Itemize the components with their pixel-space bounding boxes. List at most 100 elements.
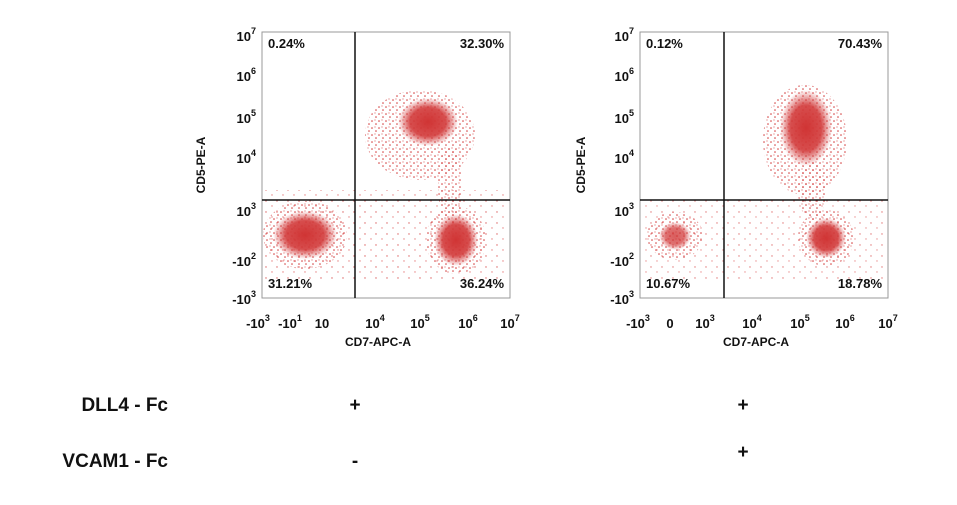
condition-label: DLL4 - Fc: [81, 395, 168, 416]
plot-frame: [639, 31, 889, 299]
quadrant-percent: 32.30%: [460, 36, 505, 51]
tick-label: -103: [232, 289, 256, 307]
tick-base: 10: [615, 111, 629, 126]
tick-exponent: 3: [251, 201, 256, 211]
tick-exponent: 4: [251, 148, 256, 158]
scatter-cloud: [645, 85, 885, 280]
tick-base: 10: [365, 316, 379, 331]
tick-base: 10: [878, 316, 892, 331]
tick-label: 0: [666, 316, 673, 331]
tick-label: 106: [458, 313, 477, 331]
tick-label: -101: [278, 313, 302, 331]
tick-base: 10: [500, 316, 514, 331]
tick-base: 10: [742, 316, 756, 331]
tick-exponent: 3: [629, 201, 634, 211]
plot-frame: [261, 31, 511, 299]
tick-base: 0: [666, 316, 673, 331]
y-axis-label: CD5-PE-A: [574, 136, 588, 193]
tick-exponent: 3: [251, 289, 256, 299]
tick-exponent: 6: [629, 66, 634, 76]
quadrant-percent: 18.78%: [838, 276, 883, 291]
tick-base: 10: [615, 204, 629, 219]
quadrant-percent: 0.24%: [268, 36, 305, 51]
tick-label: 104: [237, 148, 256, 166]
tick-base: 10: [835, 316, 849, 331]
condition-value: +: [737, 395, 748, 416]
tick-base: 10: [695, 316, 709, 331]
tick-base: -10: [610, 292, 629, 307]
tick-label: -103: [246, 313, 270, 331]
tick-base: 10: [615, 69, 629, 84]
tick-exponent: 2: [629, 251, 634, 261]
tick-exponent: 3: [710, 313, 715, 323]
tick-exponent: 5: [629, 108, 634, 118]
tick-label: 10: [315, 316, 329, 331]
condition-value: +: [349, 395, 360, 416]
quadrant-percent: 31.21%: [268, 276, 313, 291]
tick-exponent: 6: [850, 313, 855, 323]
tick-exponent: 3: [645, 313, 650, 323]
tick-label: 103: [695, 313, 714, 331]
tick-exponent: 7: [629, 26, 634, 36]
tick-base: -10: [278, 316, 297, 331]
x-axis-label: CD7-APC-A: [345, 335, 411, 349]
tick-exponent: 7: [515, 313, 520, 323]
tick-exponent: 4: [757, 313, 762, 323]
conditions: DLL4 - Fc VCAM1 - Fc + + - +: [62, 395, 748, 472]
tick-base: 10: [315, 316, 329, 331]
tick-exponent: 6: [473, 313, 478, 323]
tick-label: 104: [365, 313, 384, 331]
tick-exponent: 7: [893, 313, 898, 323]
tick-base: 10: [458, 316, 472, 331]
tick-exponent: 1: [297, 313, 302, 323]
tick-label: 104: [742, 313, 761, 331]
tick-base: 10: [237, 151, 251, 166]
tick-label: 107: [237, 26, 256, 44]
tick-base: 10: [237, 111, 251, 126]
tick-base: 10: [237, 69, 251, 84]
tick-label: 107: [615, 26, 634, 44]
tick-exponent: 6: [251, 66, 256, 76]
tick-base: -10: [610, 254, 629, 269]
tick-exponent: 5: [251, 108, 256, 118]
tick-base: 10: [790, 316, 804, 331]
condition-value: -: [352, 451, 358, 472]
tick-base: -10: [232, 292, 251, 307]
y-axis-label: CD5-PE-A: [194, 136, 208, 193]
tick-label: 103: [237, 201, 256, 219]
tick-label: 107: [500, 313, 519, 331]
tick-exponent: 3: [629, 289, 634, 299]
tick-base: 10: [615, 29, 629, 44]
tick-label: 105: [237, 108, 256, 126]
tick-base: -10: [246, 316, 265, 331]
tick-label: 105: [410, 313, 429, 331]
tick-base: 10: [615, 151, 629, 166]
plot-panel: -103 0 103 104 105 106 107107106105104103-102-…: [574, 26, 898, 349]
tick-label: -103: [610, 289, 634, 307]
tick-label: -102: [232, 251, 256, 269]
tick-exponent: 5: [805, 313, 810, 323]
tick-base: -10: [232, 254, 251, 269]
tick-base: -10: [626, 316, 645, 331]
tick-exponent: 4: [380, 313, 385, 323]
tick-label: 106: [237, 66, 256, 84]
tick-label: 104: [615, 148, 634, 166]
tick-base: 10: [237, 204, 251, 219]
quadrant-percent: 36.24%: [460, 276, 505, 291]
quadrant-percent: 70.43%: [838, 36, 883, 51]
condition-label: VCAM1 - Fc: [62, 451, 168, 472]
tick-exponent: 4: [629, 148, 634, 158]
tick-label: 103: [615, 201, 634, 219]
scatter-cloud: [263, 90, 505, 280]
x-axis-label: CD7-APC-A: [723, 335, 789, 349]
tick-label: -102: [610, 251, 634, 269]
plot-panel: -103 -101 10 104 105 106 107107106105104103-10…: [194, 26, 520, 349]
tick-base: 10: [410, 316, 424, 331]
quadrant-percent: 10.67%: [646, 276, 691, 291]
tick-base: 10: [237, 29, 251, 44]
tick-exponent: 3: [265, 313, 270, 323]
tick-label: 106: [615, 66, 634, 84]
tick-label: 105: [615, 108, 634, 126]
quadrant-percent: 0.12%: [646, 36, 683, 51]
tick-exponent: 2: [251, 251, 256, 261]
